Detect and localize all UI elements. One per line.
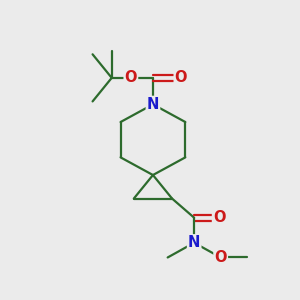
Text: O: O: [175, 70, 187, 86]
Text: N: N: [147, 97, 159, 112]
Text: O: O: [124, 70, 137, 86]
Text: N: N: [188, 235, 200, 250]
Text: O: O: [214, 250, 227, 265]
Text: O: O: [213, 210, 225, 225]
